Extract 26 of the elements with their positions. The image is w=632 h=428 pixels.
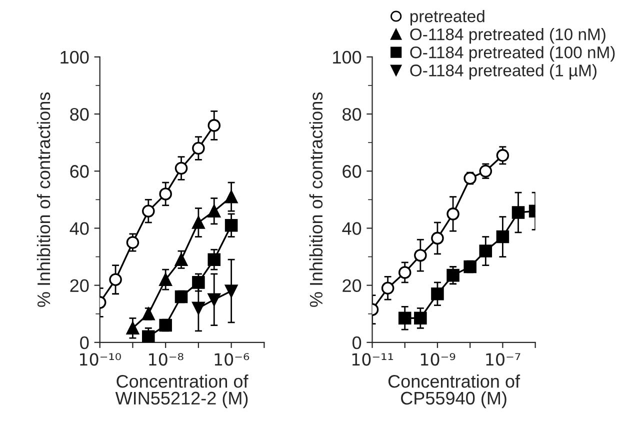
legend-label: pretreated — [410, 10, 484, 26]
y-tick-label: 100 — [60, 50, 89, 64]
x-tick-label: 10⁻⁷ — [486, 353, 520, 366]
x-tick-label: 10⁻⁹ — [420, 353, 456, 366]
x-axis-title: Concentration of WIN55212-2 (M) — [115, 374, 248, 408]
y-tick-label: 100 — [333, 50, 362, 64]
y-tick-label: 40 — [70, 222, 89, 235]
y-tick-label: 0 — [352, 336, 362, 350]
y-tick-label: 60 — [70, 165, 89, 178]
legend-label: O-1184 pretreated (100 nM) — [410, 46, 615, 62]
y-tick-label: 60 — [342, 165, 362, 178]
y-tick-label: 20 — [70, 279, 89, 292]
y-tick-label: 40 — [342, 222, 362, 235]
y-tick-label: 20 — [342, 279, 362, 292]
x-axis-title: Concentration of CP55940 (M) — [388, 374, 520, 408]
legend-label: O-1184 pretreated (10 nM) — [410, 28, 606, 44]
y-tick-label: 80 — [342, 108, 362, 121]
x-tick-label: 10⁻¹⁰ — [80, 353, 121, 366]
y-tick-label: 80 — [70, 108, 89, 121]
y-axis-title: % Inhibition of contractions — [309, 92, 323, 307]
legend-label: O-1184 pretreated (1 µM) — [410, 64, 596, 80]
x-tick-label: 10⁻⁶ — [214, 353, 250, 366]
x-tick-label: 10⁻¹¹ — [352, 353, 394, 366]
x-tick-label: 10⁻⁸ — [149, 353, 184, 366]
y-axis-title: % Inhibition of contractions — [36, 92, 50, 307]
y-tick-label: 0 — [80, 336, 89, 350]
